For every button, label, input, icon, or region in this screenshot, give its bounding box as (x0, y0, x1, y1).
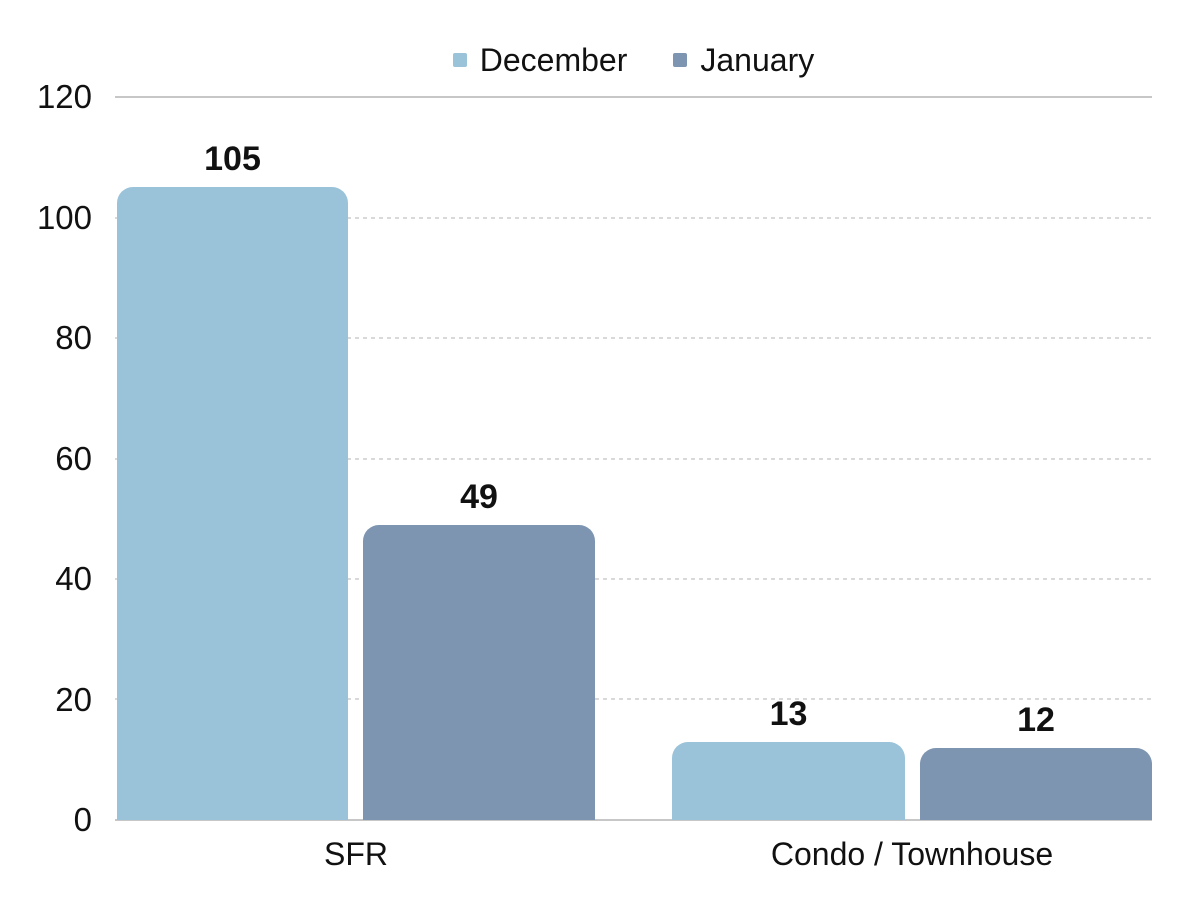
gridline-40 (115, 578, 1152, 580)
gridline-80 (115, 336, 1152, 339)
y-tick-100: 100 (36, 199, 92, 236)
y-tick-60: 60 (55, 440, 92, 477)
value-label-sfr-january: 49 (460, 477, 498, 516)
legend: December January (115, 42, 1152, 78)
bar-condo-january[interactable]: 12 (920, 702, 1152, 820)
gridline-20 (115, 698, 1152, 701)
legend-item-december[interactable]: December (452, 42, 628, 78)
gridline-0-axis (115, 819, 1152, 821)
x-label-condo-townhouse: Condo / Townhouse (770, 836, 1054, 872)
value-label-sfr-december: 105 (204, 140, 261, 179)
gridline-120 (115, 96, 1152, 98)
y-tick-80: 80 (55, 319, 92, 356)
bar-condo-december[interactable]: 13 (672, 696, 905, 820)
legend-label-january: January (700, 42, 815, 78)
legend-swatch-december-icon (452, 53, 467, 67)
value-label-condo-december: 13 (769, 694, 808, 733)
legend-item-january[interactable]: January (673, 42, 814, 78)
y-tick-120: 120 (36, 78, 92, 115)
legend-label-december: December (479, 42, 628, 78)
bar-sfr-january[interactable]: 49 (363, 479, 595, 820)
plot-area: 105 49 13 12 (115, 96, 1152, 821)
y-tick-20: 20 (55, 681, 92, 718)
legend-swatch-january-icon (673, 53, 688, 67)
y-tick-40: 40 (55, 560, 92, 597)
gridline-100 (115, 216, 1152, 219)
bar-sfr-december[interactable]: 105 (117, 141, 348, 820)
y-tick-0: 0 (73, 801, 92, 838)
gridline-60 (115, 457, 1152, 460)
x-label-sfr: SFR (324, 836, 388, 872)
value-label-condo-january: 12 (1017, 700, 1055, 739)
